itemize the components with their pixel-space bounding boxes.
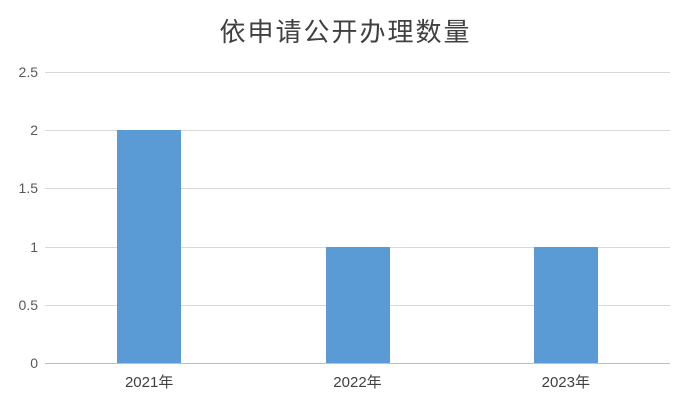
bar-2023年 (533, 246, 598, 363)
x-tick-label: 2021年 (124, 374, 174, 391)
y-tick-label: 0.5 (18, 296, 38, 313)
y-tick-label: 1 (30, 238, 38, 255)
bar-2021年 (117, 130, 182, 363)
y-tick-label: 2.5 (18, 64, 38, 80)
gridline (45, 188, 670, 190)
x-axis-line (45, 363, 670, 364)
y-tick-label: 1.5 (18, 180, 38, 197)
x-tick-label: 2023年 (541, 374, 590, 391)
y-tick-label: 0 (30, 355, 38, 371)
x-tick-label: 2022年 (333, 374, 382, 391)
gridline (45, 130, 670, 132)
gridline (45, 72, 670, 73)
bar-2022年 (325, 246, 390, 363)
chart-title: 依申请公开办理数量 (219, 18, 472, 48)
y-tick-label: 2 (30, 122, 38, 139)
plot-area (45, 72, 670, 364)
